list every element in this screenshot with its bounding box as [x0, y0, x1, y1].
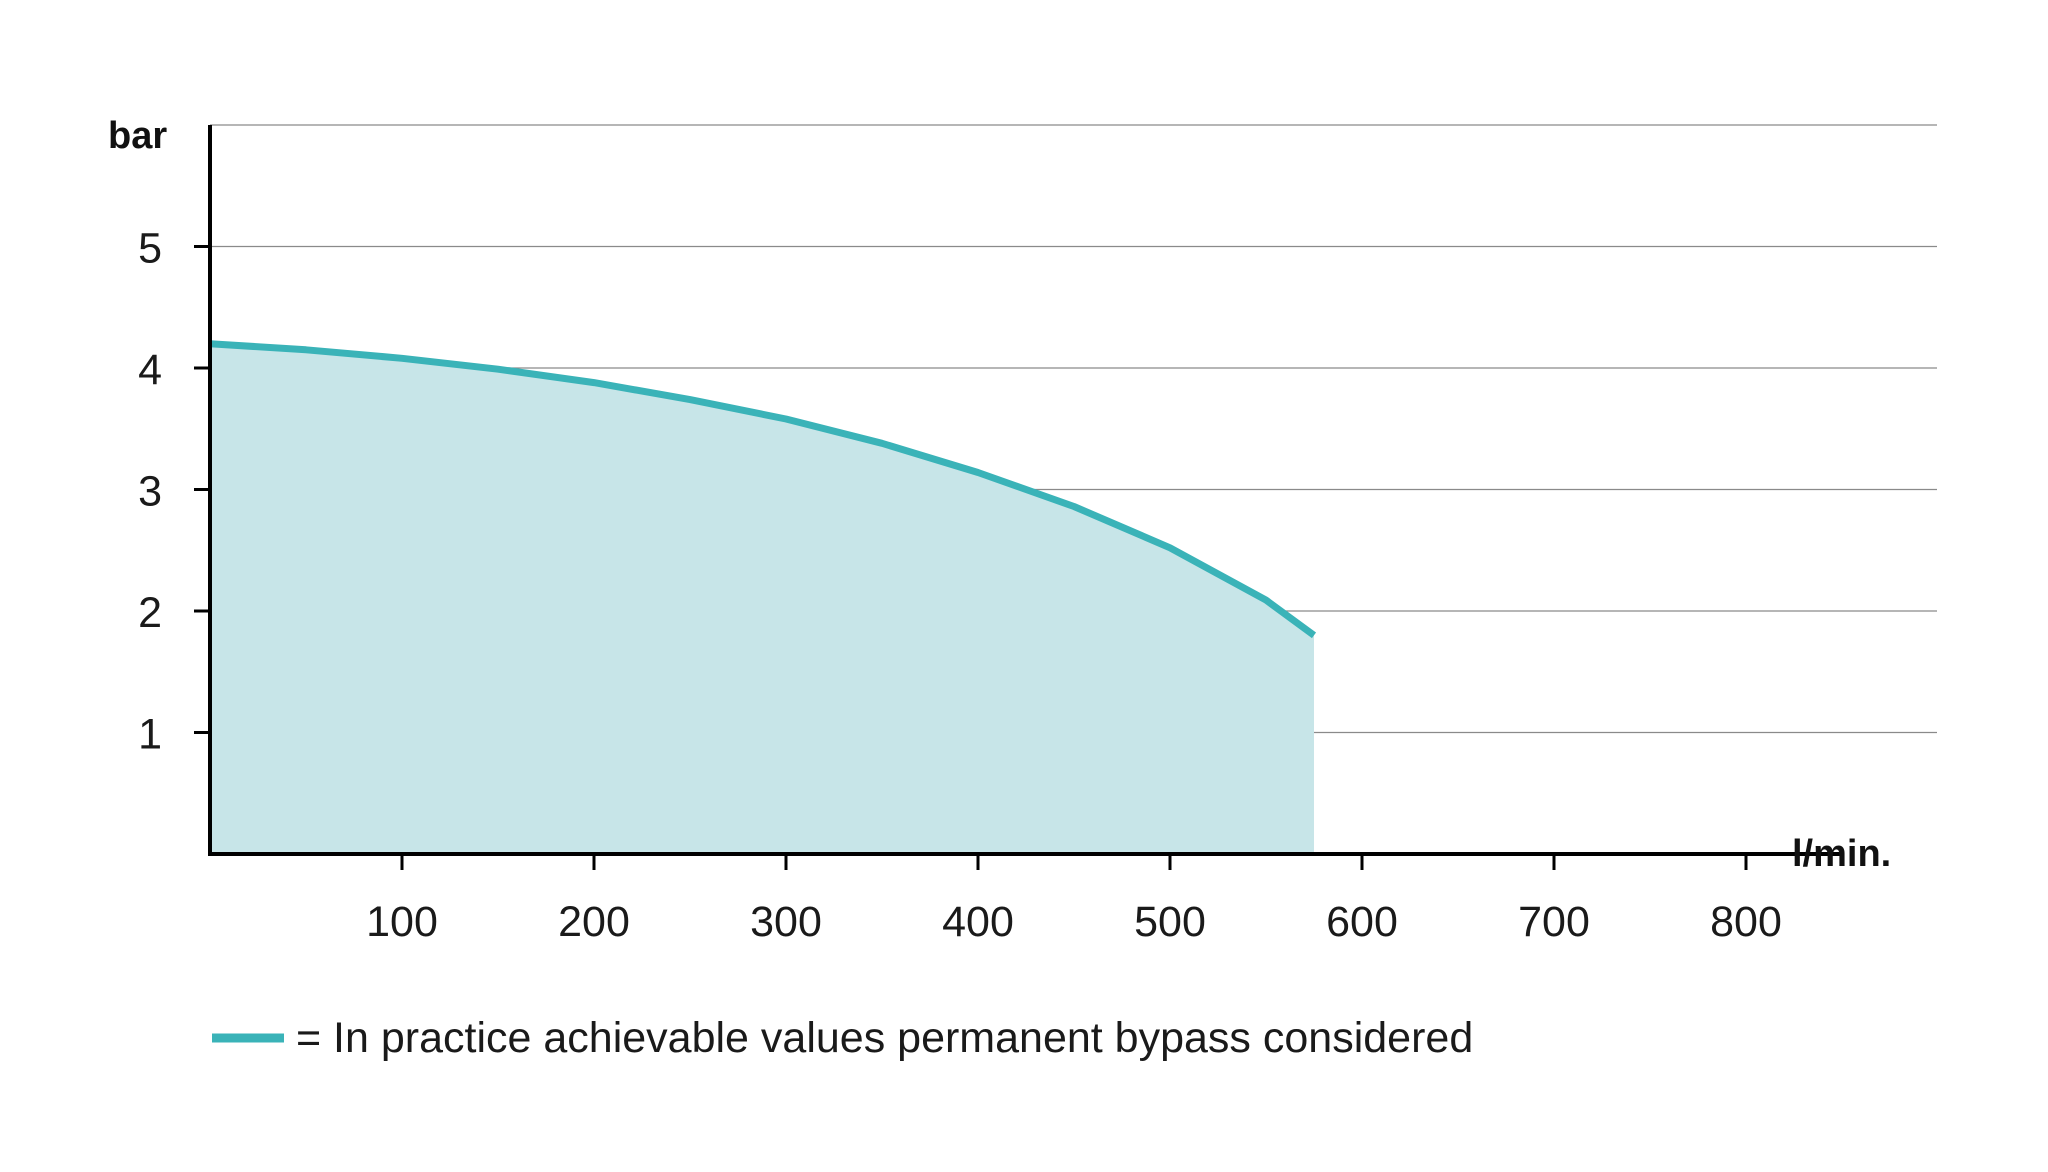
- x-tick-label-700: 700: [1518, 898, 1590, 946]
- y-tick-label-5: 5: [138, 225, 162, 273]
- x-tick-label-200: 200: [558, 898, 630, 946]
- y-tick-label-2: 2: [138, 589, 162, 637]
- y-axis-title: bar: [108, 115, 167, 157]
- x-axis-title: l/min.: [1792, 833, 1891, 875]
- tick-labels: 100 200 300 400 500 600 700 800 1 2 3 4 5: [138, 225, 1782, 947]
- x-tick-label-300: 300: [750, 898, 822, 946]
- flow-pressure-curve: [209, 340, 1317, 639]
- x-tick-label-100: 100: [366, 898, 438, 946]
- legend: = In practice achievable values permanen…: [212, 1014, 1473, 1062]
- y-tick-label-3: 3: [138, 468, 162, 516]
- flow-pressure-area: [210, 343, 1314, 854]
- x-tick-label-500: 500: [1134, 898, 1206, 946]
- y-tick-label-1: 1: [138, 711, 162, 759]
- x-tick-label-400: 400: [942, 898, 1014, 946]
- y-tick-label-4: 4: [138, 346, 162, 394]
- legend-label: = In practice achievable values permanen…: [296, 1014, 1473, 1062]
- x-tick-label-800: 800: [1710, 898, 1782, 946]
- x-tick-label-600: 600: [1326, 898, 1398, 946]
